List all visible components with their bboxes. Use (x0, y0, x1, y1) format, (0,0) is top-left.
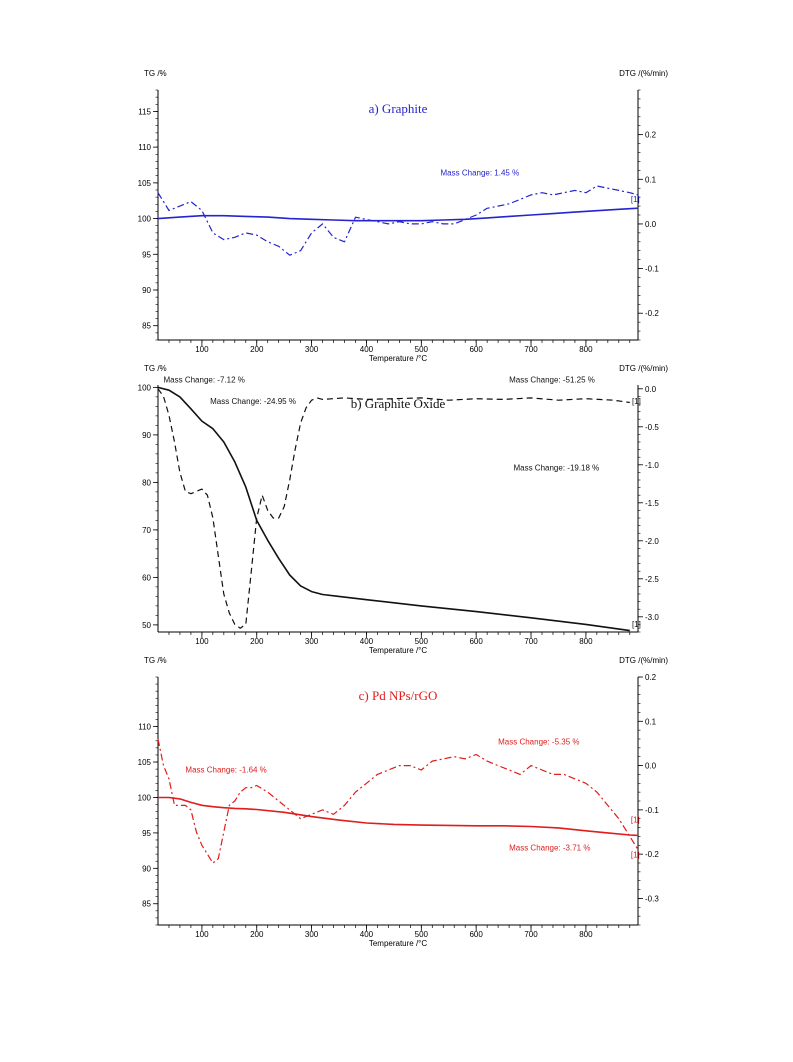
x-tick-label: 800 (579, 637, 593, 646)
series-dtg-line (157, 738, 639, 864)
y2-tick-label: -0.3 (645, 894, 659, 903)
series-tg-line (157, 207, 639, 222)
series-dtg-line (157, 388, 630, 629)
y-tick-label: 110 (138, 143, 151, 152)
y2-axis-label: DTG /(%/min) (619, 656, 668, 665)
x-tick-label: 200 (250, 637, 264, 646)
x-tick-label: 600 (469, 345, 483, 354)
chart-panel-2: 100 200 300 400 500 600 700 800 50 60 70 80 90 100 -3.… (138, 364, 669, 655)
x-tick-label: 100 (195, 930, 209, 939)
mass-change-annotation: Mass Change: -7.12 % (163, 376, 244, 385)
y2-tick-label: 0.0 (645, 385, 657, 394)
mass-change-annotation: Mass Change: 1.45 % (441, 169, 520, 178)
mass-change-annotation: [1] (632, 620, 641, 629)
mass-change-annotation: [1] (631, 851, 640, 860)
y-tick-label: 70 (142, 526, 151, 535)
x-tick-label: 400 (360, 637, 374, 646)
y-tick-label: 105 (138, 758, 152, 767)
mass-change-annotation: Mass Change: -5.35 % (498, 737, 579, 746)
x-tick-label: 500 (415, 930, 429, 939)
chart-panel-1: 100 200 300 400 500 600 700 800 85 90 95 100 105 110 1… (138, 69, 669, 363)
x-tick-label: 600 (469, 930, 483, 939)
x-tick-label: 700 (524, 930, 538, 939)
y2-tick-label: -0.1 (645, 806, 659, 815)
y2-tick-label: 0.0 (645, 762, 657, 771)
y2-tick-label: -3.0 (645, 613, 659, 622)
mass-change-annotation: Mass Change: -19.18 % (513, 464, 599, 473)
y-tick-label: 60 (142, 573, 151, 582)
mass-change-annotation: [1] (631, 815, 640, 824)
y-tick-label: 95 (142, 250, 151, 259)
x-tick-label: 300 (305, 637, 319, 646)
y-tick-label: 95 (142, 829, 151, 838)
x-tick-label: 300 (305, 345, 319, 354)
y2-axis-label: DTG /(%/min) (619, 364, 668, 373)
y-axis-label: TG /% (144, 364, 167, 373)
y-tick-label: 110 (138, 723, 151, 732)
x-axis-label: Temperature /°C (369, 939, 428, 948)
y-tick-label: 90 (142, 286, 151, 295)
y2-tick-label: 0.2 (645, 131, 657, 140)
x-tick-label: 200 (250, 345, 264, 354)
y2-tick-label: -0.2 (645, 850, 659, 859)
series-dtg-line (157, 185, 639, 256)
y-tick-label: 80 (142, 478, 151, 487)
x-tick-label: 700 (524, 345, 538, 354)
y2-tick-label: 0.2 (645, 673, 657, 682)
chart-title: a) Graphite (369, 101, 428, 116)
chart-panel-3: 100 200 300 400 500 600 700 800 85 90 95 100 105 110 -… (138, 656, 669, 948)
y-tick-label: 115 (138, 107, 151, 116)
y-tick-label: 90 (142, 864, 151, 873)
mass-change-annotation: Mass Change: -1.64 % (185, 766, 266, 775)
x-tick-label: 100 (195, 637, 209, 646)
x-tick-label: 400 (360, 930, 374, 939)
mass-change-annotation: [1] (632, 397, 641, 406)
y2-tick-label: 0.1 (645, 717, 657, 726)
x-tick-label: 600 (469, 637, 483, 646)
mass-change-annotation: [1] (631, 195, 640, 204)
y2-tick-label: -2.0 (645, 537, 659, 546)
chart-title: c) Pd NPs/rGO (359, 688, 438, 703)
y2-tick-label: -0.5 (645, 423, 659, 432)
y-axis-label: TG /% (144, 656, 167, 665)
y2-tick-label: -1.5 (645, 499, 659, 508)
y2-axis-label: DTG /(%/min) (619, 69, 668, 78)
mass-change-annotation: Mass Change: -51.25 % (509, 376, 595, 385)
x-tick-label: 500 (415, 345, 429, 354)
y-tick-label: 90 (142, 431, 151, 440)
y2-tick-label: -1.0 (645, 461, 659, 470)
y2-tick-label: 0.0 (645, 220, 657, 229)
x-tick-label: 800 (579, 345, 593, 354)
y-tick-label: 100 (138, 793, 152, 802)
y2-tick-label: -0.2 (645, 309, 659, 318)
y-tick-label: 100 (138, 383, 152, 392)
mass-change-annotation: Mass Change: -3.71 % (509, 844, 590, 853)
x-tick-label: 500 (415, 637, 429, 646)
series-tg-line (157, 386, 630, 632)
y-axis-label: TG /% (144, 69, 167, 78)
x-tick-label: 400 (360, 345, 374, 354)
y-tick-label: 85 (142, 900, 151, 909)
x-tick-label: 100 (195, 345, 209, 354)
x-tick-label: 200 (250, 930, 264, 939)
series-tg-line (158, 796, 639, 837)
x-axis-label: Temperature /°C (369, 354, 428, 363)
y-tick-label: 85 (142, 322, 151, 331)
x-tick-label: 700 (524, 637, 538, 646)
x-tick-label: 300 (305, 930, 319, 939)
y-tick-label: 100 (138, 215, 152, 224)
y-tick-label: 50 (142, 621, 151, 630)
x-axis-label: Temperature /°C (369, 646, 428, 655)
mass-change-annotation: Mass Change: -24.95 % (210, 397, 296, 406)
y2-tick-label: -2.5 (645, 575, 659, 584)
x-tick-label: 800 (579, 930, 593, 939)
y2-tick-label: -0.1 (645, 265, 659, 274)
y2-tick-label: 0.1 (645, 175, 657, 184)
y-tick-label: 105 (138, 179, 152, 188)
chart-title: b) Graphite Oxide (351, 396, 446, 411)
